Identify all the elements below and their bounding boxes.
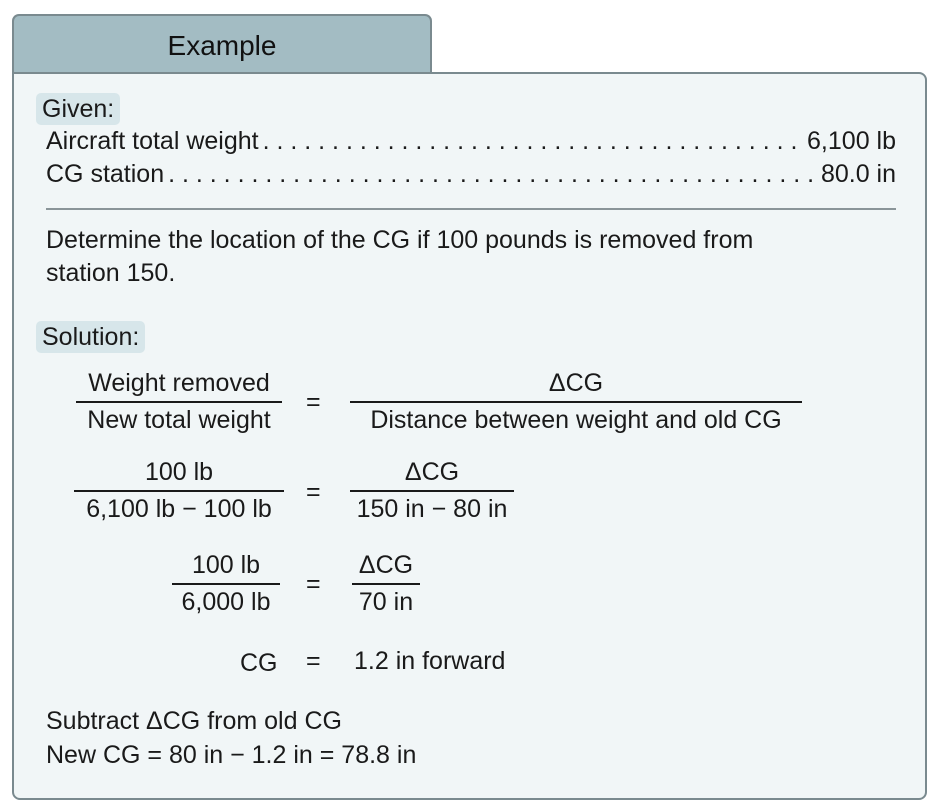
given-row-cg-value: 80.0 in [820,160,896,188]
fraction-bar [352,583,420,585]
eq3-equals: = [306,570,321,598]
solution-label: Solution: [36,321,146,353]
eq2-rhs-numerator: ΔCG [404,458,460,486]
eq2-rhs-fraction: ΔCG 150 in − 80 in [350,457,514,524]
eq2-rhs-denominator: 150 in − 80 in [356,495,508,523]
tab-title: Example [167,30,277,61]
fraction-bar [172,583,280,585]
fraction-bar [74,490,284,492]
eq2-lhs-denominator: 6,100 lb − 100 lb [86,495,272,523]
eq2-lhs-fraction: 100 lb 6,100 lb − 100 lb [74,457,284,524]
eq3-lhs-fraction: 100 lb 6,000 lb [172,550,280,617]
eq2-lhs-numerator: 100 lb [144,458,214,486]
eq3-lhs-denominator: 6,000 lb [181,588,271,616]
eq3-rhs-fraction: ΔCG 70 in [352,550,420,617]
eq3-lhs-numerator: 100 lb [191,551,261,579]
given-label: Given: [36,93,121,125]
given-row-cg: CG station 80.0 in [46,159,896,189]
example-card [12,72,927,800]
given-row-weight-value: 6,100 lb [807,127,896,155]
conclusion-line-2: New CG = 80 in − 1.2 in = 78.8 in [46,741,417,769]
eq3-rhs-denominator: 70 in [358,588,414,616]
eq1-equals: = [306,388,321,416]
eq1-rhs-numerator: ΔCG [548,369,604,397]
eq4-equals: = [306,647,321,675]
eq2-equals: = [306,478,321,506]
fraction-bar [76,401,282,403]
eq1-rhs-denominator: Distance between weight and old CG [370,406,782,434]
eq1-lhs-numerator: Weight removed [88,369,270,397]
given-row-weight-label: Aircraft total weight [46,127,259,155]
dot-leader [168,159,813,189]
fraction-bar [350,401,802,403]
given-row-weight: Aircraft total weight 6,100 lb [46,126,896,156]
eq4-rhs: 1.2 in forward [354,647,506,675]
fraction-bar [350,490,514,492]
problem-line-2: station 150. [46,259,176,287]
given-row-cg-label: CG station [46,160,165,188]
problem-line-1: Determine the location of the CG if 100 … [46,226,754,254]
dot-leader [263,126,799,156]
eq3-rhs-numerator: ΔCG [358,551,414,579]
divider [46,208,896,210]
eq1-lhs-denominator: New total weight [87,406,271,434]
eq1-lhs-fraction: Weight removed New total weight [76,368,282,435]
eq4-lhs: CG [240,649,278,677]
example-tab: Example [12,14,432,74]
conclusion-line-1: Subtract ΔCG from old CG [46,707,342,735]
eq1-rhs-fraction: ΔCG Distance between weight and old CG [350,368,802,435]
